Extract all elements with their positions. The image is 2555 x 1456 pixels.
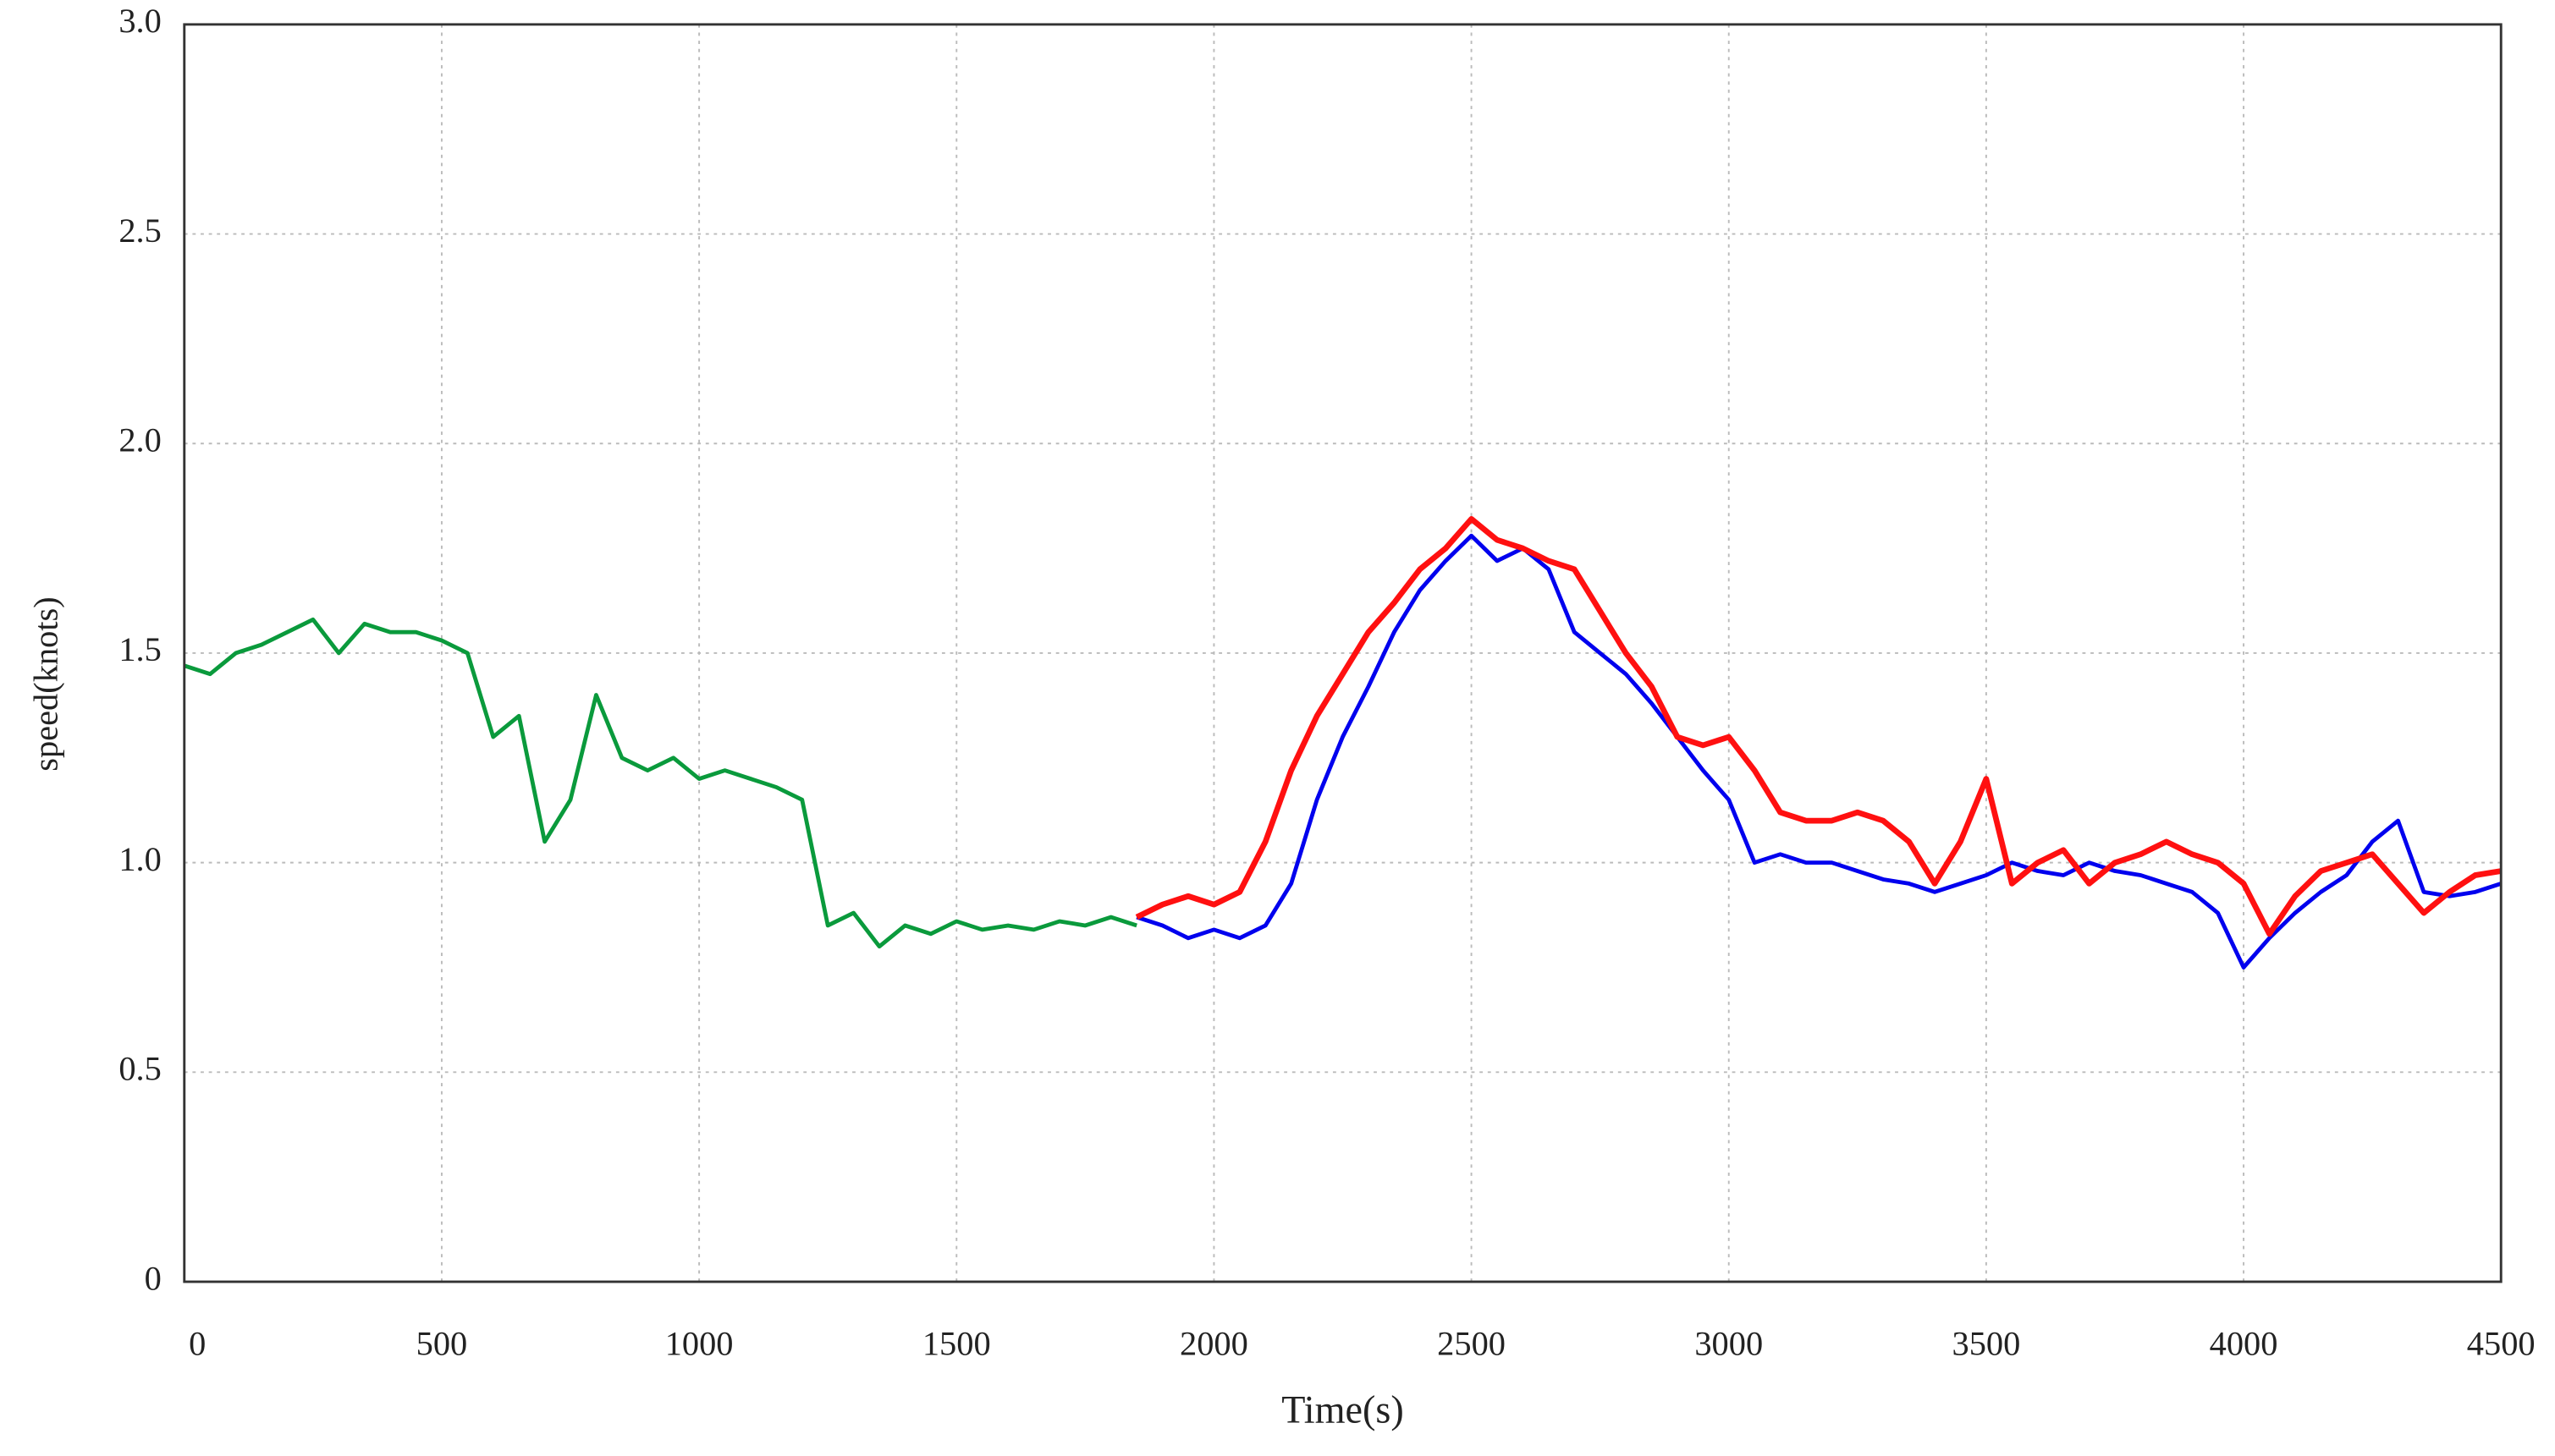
y-tick-label: 2.0 <box>118 421 162 459</box>
y-tick-label: 2.5 <box>118 212 162 250</box>
x-tick-label: 1000 <box>665 1324 734 1362</box>
x-axis-label: Time(s) <box>1281 1388 1404 1431</box>
x-tick-label: 4500 <box>2467 1324 2536 1362</box>
x-tick-label: 2500 <box>1437 1324 1506 1362</box>
series-line <box>184 617 1137 949</box>
x-tick-label: 4000 <box>2210 1324 2278 1362</box>
series-line <box>1136 533 2502 970</box>
x-tick-label: 0 <box>189 1324 206 1362</box>
lines <box>184 516 2502 970</box>
plot-frame <box>183 23 2503 1283</box>
y-tick-label: 0.5 <box>118 1050 162 1088</box>
x-tick-label: 1500 <box>922 1324 991 1362</box>
y-tick-label: 3.0 <box>118 2 162 40</box>
x-tick-label: 3000 <box>1694 1324 1763 1362</box>
x-tick-label: 2000 <box>1180 1324 1248 1362</box>
y-axis-label: speed(knots) <box>26 596 64 771</box>
series-line <box>1135 516 2502 937</box>
x-tick-label: 500 <box>416 1324 468 1362</box>
x-tick-label: 3500 <box>1952 1324 2020 1362</box>
grid <box>183 23 2503 1283</box>
y-tick-label: 1.5 <box>118 630 162 668</box>
y-tick-label: 0 <box>145 1259 162 1297</box>
y-tick-label: 1.0 <box>118 840 162 878</box>
